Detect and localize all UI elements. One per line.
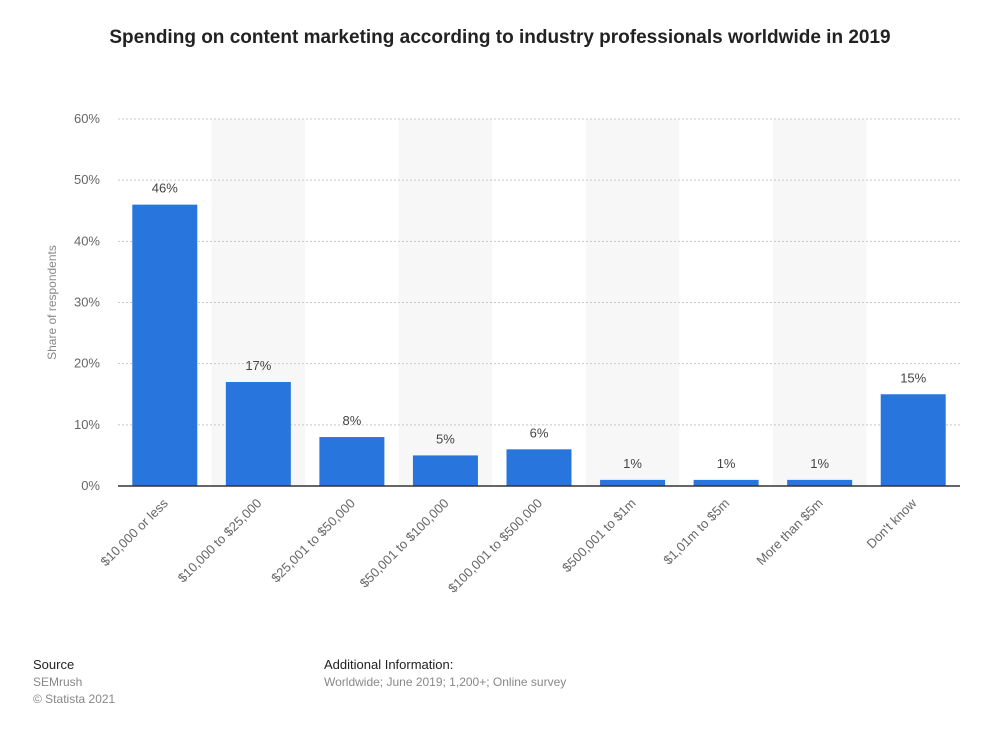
y-tick-label: 20% — [74, 356, 100, 371]
y-tick-label: 60% — [74, 111, 100, 126]
y-tick-label: 50% — [74, 172, 100, 187]
bar — [319, 437, 385, 486]
bar — [880, 394, 946, 486]
y-tick-label: 10% — [74, 417, 100, 432]
x-tick-label: Don't know — [864, 495, 920, 551]
x-tick-label: $1,01m to $5m — [660, 496, 732, 568]
x-tick-label: $25,001 to $50,000 — [268, 496, 358, 586]
bar — [412, 455, 478, 486]
data-label: 17% — [245, 358, 271, 373]
data-label: 1% — [717, 456, 736, 471]
bar — [225, 382, 291, 486]
x-tick-label: $500,001 to $1m — [559, 496, 639, 576]
data-label: 6% — [530, 425, 549, 440]
copyright-text[interactable]: © Statista 2021 — [33, 692, 116, 706]
x-tick-label: $50,001 to $100,000 — [357, 496, 452, 591]
additional-info-heading: Additional Information: — [324, 657, 454, 672]
bar — [506, 449, 572, 486]
x-tick-label: More than $5m — [753, 496, 825, 568]
y-tick-label: 0% — [81, 478, 100, 493]
source-heading: Source — [33, 657, 75, 672]
x-tick-label: $10,000 or less — [97, 495, 171, 569]
data-label: 1% — [810, 456, 829, 471]
additional-info-text: Worldwide; June 2019; 1,200+; Online sur… — [324, 675, 567, 689]
data-label: 5% — [436, 431, 455, 446]
x-tick-label: $100,001 to $500,000 — [445, 496, 545, 596]
source-name[interactable]: SEMrush — [33, 675, 83, 689]
data-label: 15% — [900, 370, 926, 385]
bar — [787, 479, 853, 486]
chart-title: Spending on content marketing according … — [109, 27, 891, 48]
y-tick-label: 30% — [74, 295, 100, 310]
bar — [693, 479, 759, 486]
x-tick-label: $10,000 to $25,000 — [175, 496, 265, 586]
y-tick-label: 40% — [74, 233, 100, 248]
bar — [132, 204, 198, 486]
data-label: 46% — [152, 181, 178, 196]
data-label: 8% — [342, 413, 361, 428]
y-axis-title: Share of respondents — [45, 245, 59, 360]
bar — [600, 479, 666, 486]
data-label: 1% — [623, 456, 642, 471]
